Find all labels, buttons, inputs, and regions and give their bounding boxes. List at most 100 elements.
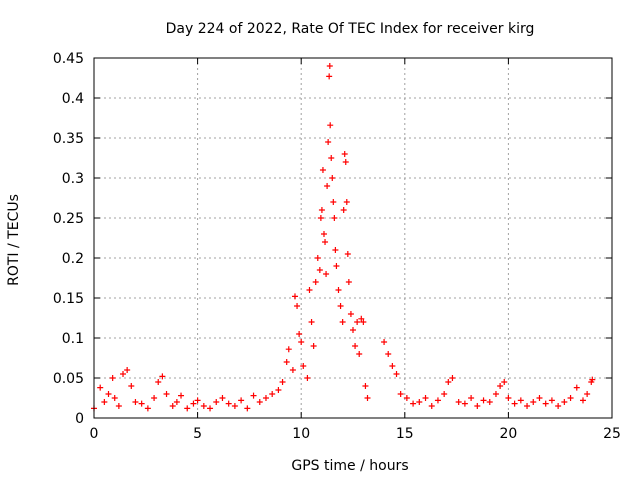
data-point xyxy=(144,405,151,412)
data-point xyxy=(410,400,417,407)
data-point xyxy=(325,139,332,145)
data-point xyxy=(486,399,493,405)
data-point xyxy=(310,343,317,349)
data-point xyxy=(319,167,326,173)
data-point xyxy=(283,359,290,365)
data-point xyxy=(326,73,333,80)
data-point xyxy=(238,397,245,404)
data-point xyxy=(335,287,342,293)
data-point xyxy=(344,251,351,257)
data-point xyxy=(269,391,276,397)
chart-title: Day 224 of 2022, Rate Of TEC Index for r… xyxy=(166,21,535,37)
data-point xyxy=(524,403,531,409)
y-tick-label: 0.15 xyxy=(53,291,84,307)
data-point xyxy=(542,400,549,407)
data-point xyxy=(362,383,369,389)
data-point xyxy=(397,391,404,397)
data-point xyxy=(304,375,311,381)
data-point xyxy=(151,395,158,401)
y-tick-label: 0.2 xyxy=(62,251,84,267)
data-point xyxy=(517,397,524,404)
y-tick-label: 0.3 xyxy=(62,171,84,187)
grid-lines xyxy=(94,58,612,418)
data-point xyxy=(250,392,257,399)
data-point xyxy=(468,395,475,401)
data-point xyxy=(536,395,543,401)
data-point xyxy=(306,287,313,293)
data-point xyxy=(262,395,269,401)
data-point xyxy=(393,371,400,377)
data-point xyxy=(389,363,396,369)
data-point xyxy=(511,400,518,407)
data-point xyxy=(194,397,201,404)
data-point xyxy=(345,279,352,285)
data-point xyxy=(416,399,423,405)
data-point xyxy=(184,405,191,412)
data-point xyxy=(492,391,499,397)
data-point xyxy=(316,267,323,273)
data-point xyxy=(279,379,286,385)
data-point xyxy=(332,247,339,253)
x-tick-label: 15 xyxy=(396,426,414,442)
data-point xyxy=(322,239,329,245)
plot-frame xyxy=(93,57,613,419)
data-point xyxy=(333,263,340,269)
data-point xyxy=(579,397,586,404)
data-point xyxy=(207,405,214,412)
x-tick-label: 25 xyxy=(603,426,621,442)
data-point xyxy=(403,395,410,401)
data-point xyxy=(328,155,335,161)
data-point xyxy=(352,343,359,349)
y-tick-label: 0 xyxy=(75,411,84,427)
data-point xyxy=(275,387,282,393)
data-point xyxy=(159,373,166,380)
data-point xyxy=(329,175,336,181)
data-point xyxy=(163,391,170,397)
data-point xyxy=(317,215,324,221)
data-point xyxy=(225,400,232,407)
y-axis-label: ROTI / TECUs xyxy=(6,194,22,286)
data-points xyxy=(91,63,596,412)
data-point xyxy=(434,397,441,404)
data-point xyxy=(178,392,185,399)
data-point xyxy=(505,395,512,401)
data-point xyxy=(530,399,537,405)
data-point xyxy=(358,315,365,322)
y-tick-label: 0.1 xyxy=(62,331,84,347)
data-point xyxy=(339,319,346,325)
data-point xyxy=(169,403,176,409)
data-point xyxy=(330,199,337,205)
data-point xyxy=(97,384,104,391)
data-point xyxy=(441,391,448,397)
y-tick-label: 0.05 xyxy=(53,371,84,387)
data-point xyxy=(360,319,367,325)
data-point xyxy=(337,303,344,309)
data-point xyxy=(155,379,162,385)
data-point xyxy=(124,367,131,373)
data-point xyxy=(294,303,301,309)
data-point xyxy=(291,293,298,300)
data-point xyxy=(422,395,429,401)
data-point xyxy=(320,231,327,237)
data-point xyxy=(219,395,226,401)
data-point xyxy=(256,399,263,405)
data-point xyxy=(555,403,562,409)
x-tick-label: 10 xyxy=(292,426,310,442)
data-point xyxy=(105,391,112,397)
data-point xyxy=(109,375,116,381)
x-axis-label: GPS time / hours xyxy=(291,458,408,474)
data-point xyxy=(111,395,118,401)
data-point xyxy=(567,395,574,401)
data-point xyxy=(381,339,388,345)
data-point xyxy=(573,384,580,391)
data-point xyxy=(589,376,596,383)
data-point xyxy=(314,255,321,261)
data-point xyxy=(324,183,331,189)
data-point xyxy=(327,122,334,129)
x-tick-label: 5 xyxy=(193,426,202,442)
data-point xyxy=(132,399,139,405)
data-point xyxy=(347,311,354,317)
data-point xyxy=(296,331,303,337)
data-point xyxy=(340,207,347,213)
data-point xyxy=(285,346,292,353)
